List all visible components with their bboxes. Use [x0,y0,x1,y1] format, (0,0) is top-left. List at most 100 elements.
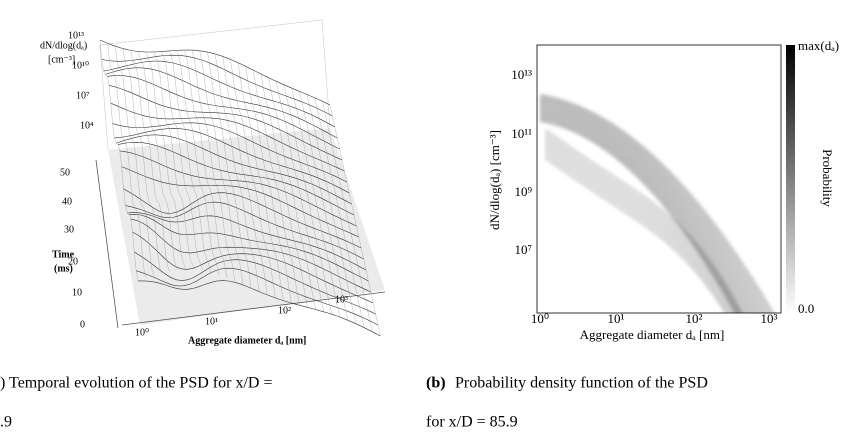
colorbar-min: 0.0 [798,301,814,316]
z-tick: 10¹³ [68,30,84,41]
plot-frame [536,44,782,314]
colorbar [786,45,795,313]
time-tick: 10 [72,287,82,298]
surface-rib [168,50,211,273]
surface-rib [306,94,357,324]
surface-rib [199,50,244,285]
surface-strand [99,39,331,106]
time-axis [95,159,119,329]
density-hump [544,156,728,313]
density-strand [539,101,763,313]
time-tick: 30 [64,224,74,235]
x-tick: 10² [686,311,703,326]
heatmap [539,93,775,313]
surface-rib [314,97,365,328]
density-strand [539,99,766,313]
surface-rib [329,104,381,337]
x-tick: 10² [278,305,291,316]
surface-rib [299,91,349,321]
x-label: Aggregate diameter dₐ [nm] [580,327,725,342]
x-tick: 10³ [761,311,778,326]
surface-rib [122,48,163,274]
surface-rib [130,50,171,272]
caption-a: ) Temporal evolution of the PSD for x/D … [0,375,272,392]
y-tick: 10⁷ [514,242,532,257]
y-label: dN/dlog(dₐ) [cm⁻³] [487,130,502,230]
x-axis [121,291,386,326]
density-strand [539,105,757,313]
surface-rib [237,62,284,301]
surface-rib [230,59,276,298]
density-strand [539,117,741,313]
x-tick: 10¹ [205,316,218,327]
density-hump [544,148,733,313]
surface-rib [268,77,316,310]
surface-rib [222,56,268,295]
y-tick: 10¹¹ [511,126,532,141]
colorbar-max: max(dₐ) [798,38,839,53]
x-tick: 10¹ [608,311,625,326]
z-tick: 10⁴ [80,120,94,131]
surface-rib [107,43,147,278]
z-unit: [cm⁻³] [48,54,75,65]
time-tick: 40 [62,196,72,207]
surface-plot [95,19,386,337]
surface-rib [153,51,195,270]
surface-rib [145,51,187,270]
time-tick: 50 [60,167,70,178]
back-pane [99,19,331,151]
x-tick: 10⁰ [531,311,549,326]
surface-rib [283,84,333,315]
caption-b: Probability density function of the PSD [455,375,708,392]
y-tick: 10¹³ [511,67,532,82]
x-tick: 10³ [335,294,348,305]
time-unit: (ms) [54,263,73,274]
time-tick: 0 [80,319,85,330]
caption-b-cont: for x/D = 85.9 [426,414,518,431]
time-label: Time [52,249,75,260]
y-tick: 10⁹ [514,184,532,199]
surface-rib [176,50,219,275]
density-hump [544,140,737,313]
surface-rib [322,101,373,332]
density-hump [544,144,735,313]
surface-rib [138,51,179,271]
z-tick: 10¹⁰ [72,60,89,71]
density-strand [539,111,749,313]
caption-a-cont: .9 [0,414,12,431]
density-strand [539,93,775,313]
surface-rib [245,66,292,304]
density-strand [539,95,772,313]
density-strand [539,107,754,313]
z-label: dN/dlog(dₐ) [40,40,87,51]
x-tick: 10⁰ [135,327,149,338]
colorbar-label: Probability [820,149,835,207]
surface-rib [260,73,308,308]
density-hump [544,152,730,313]
surface-rib [161,51,203,271]
surface-rib [276,81,324,312]
density-strand [539,113,746,313]
density-hump [544,136,739,313]
surface-rib [207,51,252,289]
density-strand [539,119,738,313]
time-tick: 20 [68,256,78,267]
surface-rib [99,39,138,280]
density-strand [539,109,751,313]
surface-rib [214,53,260,292]
density-strand [539,97,769,313]
surface-rib [253,70,300,306]
surface-rib [184,50,227,278]
caption-b-label: (b) [426,375,446,392]
surface [99,39,381,337]
surface-strand [101,54,333,117]
z-tick: 10⁷ [76,90,90,101]
density-hump [544,132,741,313]
surface-rib [291,88,341,318]
density [539,93,775,313]
surface-rib [191,50,235,281]
x-label: Aggregate diameter dₐ [nm] [188,335,306,346]
density-hump [544,128,744,313]
